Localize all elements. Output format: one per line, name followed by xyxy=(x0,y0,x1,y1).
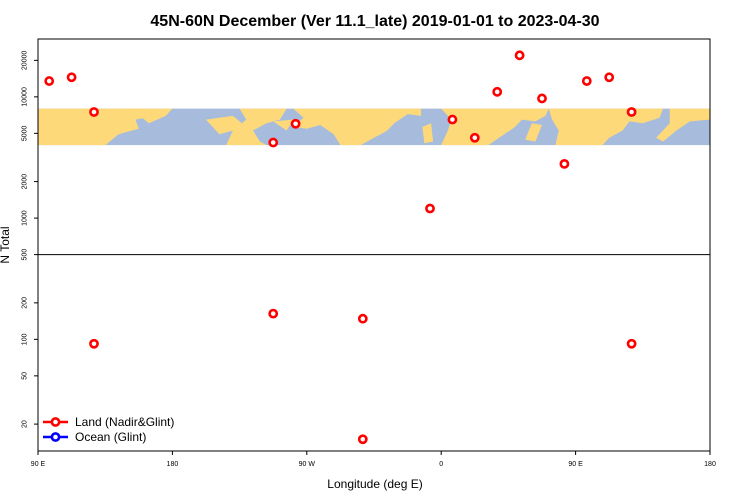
legend-marker xyxy=(50,432,61,442)
legend-label: Ocean (Glint) xyxy=(75,430,146,444)
x-tick-label: 180 xyxy=(704,461,716,468)
data-point xyxy=(559,158,570,169)
y-tick-label: 500 xyxy=(21,249,28,261)
data-point xyxy=(469,132,480,143)
x-tick-label: 0 xyxy=(439,461,443,468)
data-point xyxy=(537,93,547,104)
y-tick-label: 20 xyxy=(21,420,28,428)
land-shape-11 xyxy=(656,108,710,142)
y-tick-label: 200 xyxy=(21,297,28,309)
x-tick-label: 90 E xyxy=(568,461,583,468)
data-point xyxy=(514,50,525,61)
plot-frame xyxy=(37,38,711,452)
y-tick-label: 1000 xyxy=(21,210,28,226)
data-point xyxy=(626,107,637,117)
data-point xyxy=(492,86,503,97)
land-shape-7 xyxy=(422,123,434,144)
data-point xyxy=(357,434,368,445)
data-point xyxy=(268,137,279,148)
data-point xyxy=(89,107,99,117)
y-axis: 20 50 100 200 500 1000 2000 5000 10000 20000 xyxy=(21,51,38,428)
land-shape-8 xyxy=(441,108,549,146)
data-point xyxy=(626,338,637,349)
y-tick-label: 10000 xyxy=(21,87,28,107)
land-shape-9 xyxy=(525,123,542,142)
data-point xyxy=(66,72,77,83)
map-land xyxy=(38,108,710,146)
data-point xyxy=(89,338,99,349)
land-shape-10 xyxy=(548,108,663,146)
data-point xyxy=(268,308,279,319)
data-point xyxy=(447,114,458,125)
land-shape-6 xyxy=(367,121,385,136)
data-points xyxy=(44,50,637,445)
y-tick-label: 5000 xyxy=(21,125,28,141)
x-axis-title: Longitude (deg E) xyxy=(327,477,422,491)
land-shape-3 xyxy=(226,108,287,146)
legend: Land (Nadir&Glint)Ocean (Glint) xyxy=(43,415,174,444)
x-axis: 90 E 180 90 W 0 90 E 180 xyxy=(31,451,716,468)
y-tick-label: 50 xyxy=(21,372,28,380)
y-tick-label: 100 xyxy=(21,333,28,345)
data-point xyxy=(581,76,592,86)
legend-marker xyxy=(50,417,61,427)
data-point xyxy=(357,313,368,324)
land-shape-1 xyxy=(125,108,173,124)
x-tick-label: 90 W xyxy=(299,461,316,468)
plot-area: 90 E 180 90 W 0 90 E 180 20 50 100 200 500 1000 200… xyxy=(21,38,716,468)
data-point xyxy=(44,76,55,86)
legend-label: Land (Nadir&Glint) xyxy=(75,415,174,429)
land-shape-5 xyxy=(293,108,421,146)
x-tick-label: 180 xyxy=(167,461,179,468)
x-tick-label: 90 E xyxy=(31,461,46,468)
chart-title: 45N-60N December (Ver 11.1_late) 2019-01… xyxy=(150,13,599,30)
map-band xyxy=(38,108,710,146)
land-shape-4 xyxy=(273,119,294,131)
y-tick-label: 20000 xyxy=(21,51,28,71)
y-tick-label: 2000 xyxy=(21,174,28,190)
data-point xyxy=(290,118,301,129)
data-point xyxy=(604,72,615,83)
data-point xyxy=(425,203,435,214)
land-shape-0 xyxy=(38,108,146,146)
y-axis-title: N Total xyxy=(0,226,12,263)
